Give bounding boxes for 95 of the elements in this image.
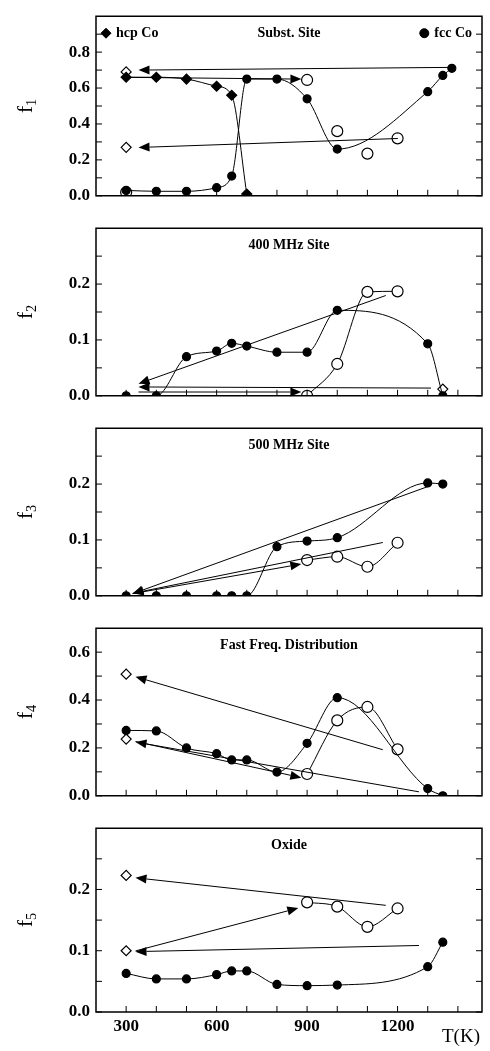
y-tick-label: 0.2 — [68, 737, 90, 757]
point — [212, 346, 222, 356]
text: 500 MHz Site — [248, 436, 330, 452]
point — [361, 920, 374, 933]
point — [438, 70, 448, 81]
y-tick-label: 0.2 — [68, 149, 90, 169]
point — [423, 478, 433, 488]
legend-label: fcc Co — [434, 24, 472, 40]
point — [423, 339, 433, 349]
point — [331, 714, 344, 727]
point — [391, 132, 404, 145]
y-axis-title: f1 — [11, 98, 40, 114]
y-tick-label: 0.1 — [68, 329, 90, 349]
text: Subst. Site — [257, 24, 321, 40]
point — [332, 980, 342, 990]
point — [151, 974, 161, 984]
y-tick-label: 0.0 — [68, 585, 90, 605]
point — [423, 784, 433, 794]
point — [302, 536, 312, 546]
point — [120, 869, 132, 881]
x-tick-label: 300 — [113, 1015, 139, 1035]
point — [302, 94, 312, 104]
point — [302, 738, 312, 748]
point — [447, 63, 457, 73]
point — [120, 733, 132, 745]
x-axis-title: T(K) — [442, 1025, 480, 1048]
y-tick-label: 0.6 — [68, 641, 90, 661]
point — [120, 141, 132, 153]
point — [120, 945, 132, 957]
y-tick-label: 0.8 — [68, 41, 90, 61]
point — [272, 979, 282, 990]
x-tick-label: 1200 — [380, 1015, 415, 1035]
point — [211, 80, 223, 92]
point — [181, 352, 192, 362]
x-tick-label: 600 — [203, 1015, 230, 1035]
x-tick-label: 900 — [294, 1015, 320, 1035]
point — [423, 962, 433, 972]
text: 400 MHz Site — [248, 236, 330, 252]
point — [332, 693, 342, 703]
point — [332, 533, 342, 543]
point — [151, 726, 161, 736]
y-tick-label: 0.0 — [68, 385, 90, 405]
point — [242, 966, 252, 976]
point — [181, 974, 192, 984]
y-tick-label: 0.1 — [68, 940, 90, 960]
point — [361, 560, 374, 573]
point — [272, 347, 282, 357]
legend-label: hcp Co — [116, 24, 159, 40]
y-tick-label: 0.6 — [68, 77, 90, 97]
point — [120, 71, 132, 83]
point — [302, 981, 312, 991]
point — [361, 147, 374, 160]
point — [181, 186, 192, 196]
point — [227, 338, 237, 348]
point — [212, 970, 222, 980]
point — [212, 183, 222, 193]
point — [361, 285, 374, 298]
y-tick-label: 0.0 — [68, 185, 90, 205]
point — [300, 73, 314, 87]
y-tick-label: 0.2 — [68, 473, 90, 493]
point — [438, 479, 448, 489]
point — [227, 966, 237, 976]
y-axis-title: f5 — [11, 912, 40, 928]
point — [423, 87, 433, 97]
y-tick-label: 0.2 — [68, 878, 90, 898]
point — [331, 900, 344, 913]
y-axis-title: f4 — [11, 704, 40, 720]
point — [331, 125, 344, 138]
point — [302, 347, 312, 357]
y-tick-label: 0.0 — [68, 785, 90, 805]
point — [121, 968, 131, 978]
point — [331, 357, 344, 371]
point — [391, 285, 404, 298]
y-axis-title: f3 — [11, 504, 40, 520]
y-tick-label: 0.4 — [68, 689, 91, 709]
point — [438, 937, 448, 947]
point — [391, 536, 404, 549]
point — [227, 171, 237, 181]
y-tick-label: 0.1 — [68, 529, 90, 549]
y-tick-label: 0.2 — [68, 273, 90, 293]
point — [391, 902, 404, 915]
y-tick-label: 0.0 — [68, 1001, 90, 1021]
point — [331, 550, 344, 563]
point — [226, 89, 238, 101]
point — [361, 700, 374, 714]
point — [121, 725, 131, 736]
point — [120, 668, 132, 680]
point — [332, 144, 342, 154]
point — [151, 186, 161, 196]
text: Fast Freq. Distribution — [220, 636, 359, 652]
y-tick-label: 0.4 — [68, 113, 91, 133]
text: Oxide — [271, 836, 307, 852]
point — [272, 542, 282, 552]
y-axis-title: f2 — [11, 304, 40, 320]
point — [300, 896, 314, 909]
